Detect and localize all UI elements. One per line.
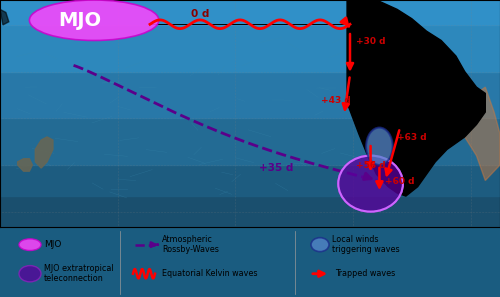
Ellipse shape <box>30 0 159 40</box>
Ellipse shape <box>19 266 41 282</box>
Text: MJO extratropical
teleconnection: MJO extratropical teleconnection <box>44 264 114 283</box>
Text: Local winds
triggering waves: Local winds triggering waves <box>332 235 400 254</box>
Text: 0 d: 0 d <box>191 9 210 19</box>
Text: +56 d: +56 d <box>356 161 386 170</box>
Text: Trapped waves: Trapped waves <box>335 269 395 278</box>
Text: +43 d: +43 d <box>320 96 350 105</box>
Text: +60 d: +60 d <box>386 177 415 186</box>
Polygon shape <box>36 137 53 168</box>
Polygon shape <box>0 9 9 25</box>
Ellipse shape <box>366 128 392 165</box>
Text: +63 d: +63 d <box>397 133 426 142</box>
Ellipse shape <box>19 239 41 250</box>
Text: Atmospheric
Rossby-Waves: Atmospheric Rossby-Waves <box>162 235 219 254</box>
Text: MJO: MJO <box>44 240 62 249</box>
Text: MJO: MJO <box>58 11 101 30</box>
Text: Equatorial Kelvin waves: Equatorial Kelvin waves <box>162 269 258 278</box>
Ellipse shape <box>338 156 403 212</box>
Polygon shape <box>18 159 32 171</box>
Polygon shape <box>464 87 500 181</box>
Polygon shape <box>347 0 486 196</box>
Text: +35 d: +35 d <box>259 163 293 173</box>
Ellipse shape <box>311 238 329 252</box>
Text: +30 d: +30 d <box>356 37 386 45</box>
